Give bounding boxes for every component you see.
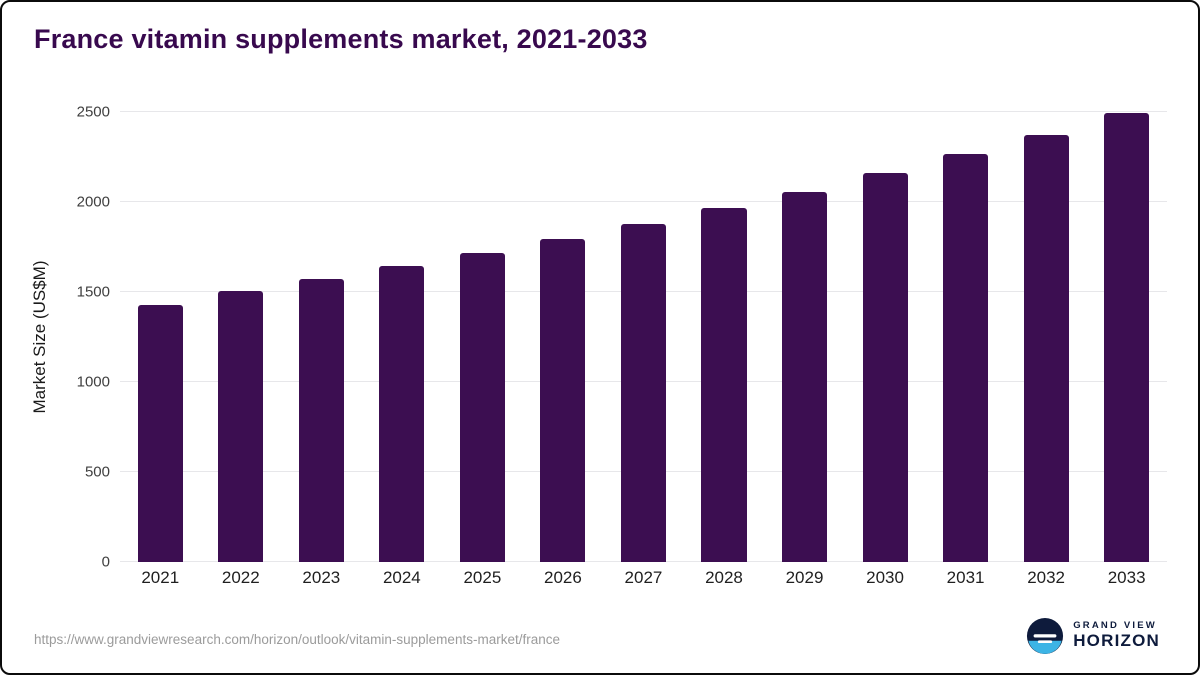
- x-tick-label-2033: 2033: [1107, 568, 1146, 587]
- bar-2025: [459, 253, 505, 562]
- bar-slot-2025: [442, 112, 523, 562]
- bar-slot-2028: [684, 112, 765, 562]
- y-tick-label-500: 500: [84, 463, 110, 481]
- bar-2032: [1023, 134, 1069, 562]
- bar-slot-2032: [1006, 112, 1087, 562]
- y-tick-label-2500: 2500: [76, 103, 110, 121]
- y-tick-label-1500: 1500: [76, 283, 110, 301]
- brand-name-top: GRAND VIEW: [1073, 620, 1157, 632]
- brand-name-bottom: HORIZON: [1073, 630, 1160, 650]
- x-tick-label-2026: 2026: [544, 568, 582, 587]
- chart-title: France vitamin supplements market, 2021-…: [34, 24, 648, 54]
- x-tick-label-2021: 2021: [141, 568, 180, 587]
- bar-2028: [701, 208, 747, 562]
- x-tick-label-2022: 2022: [221, 568, 260, 587]
- horizon-logo-icon: [1027, 617, 1064, 655]
- x-tick-label-2025: 2025: [463, 568, 502, 587]
- bar-slot-2021: [120, 112, 201, 562]
- bar-2027: [620, 223, 666, 562]
- bar-slot-2031: [925, 112, 1006, 562]
- bar-2021: [137, 304, 183, 562]
- bars: [120, 112, 1167, 562]
- bar-2033: [1104, 112, 1150, 562]
- bar-2022: [218, 291, 264, 562]
- bar-2030: [862, 173, 908, 562]
- bar-slot-2027: [603, 112, 684, 562]
- y-axis-title: Market Size (US$M): [30, 260, 49, 414]
- bar-slot-2029: [764, 112, 845, 562]
- x-tick-label-2032: 2032: [1027, 568, 1066, 587]
- bar-slot-2026: [523, 112, 604, 562]
- gridline-2500: [120, 111, 1167, 112]
- bar-slot-2030: [845, 112, 926, 562]
- gridline-2000: [120, 201, 1167, 202]
- x-tick-label-2027: 2027: [624, 568, 663, 587]
- x-labels: 2021 2022 2023 2024 2025 2026 2027 2028 2029 2030…: [120, 568, 1167, 588]
- x-tick-label-2031: 2031: [946, 568, 985, 587]
- bar-2024: [379, 265, 425, 562]
- bar-2023: [298, 279, 344, 562]
- bar-slot-2023: [281, 112, 362, 562]
- y-tick-label-2000: 2000: [76, 193, 110, 211]
- x-tick-label-2023: 2023: [302, 568, 341, 587]
- bar-2026: [540, 238, 586, 562]
- bar-slot-2033: [1086, 112, 1167, 562]
- bar-2031: [943, 154, 989, 562]
- x-tick-label-2029: 2029: [785, 568, 824, 587]
- brand-logo: GRAND VIEW HORIZON: [1026, 617, 1160, 655]
- x-tick-label-2024: 2024: [382, 568, 421, 587]
- x-tick-label-2028: 2028: [705, 568, 743, 587]
- bar-slot-2024: [362, 112, 443, 562]
- y-tick-label-1000: 1000: [76, 373, 110, 391]
- bar-2029: [781, 192, 828, 562]
- x-tick-label-2030: 2030: [866, 568, 904, 587]
- source-url: https://www.grandviewresearch.com/horizo…: [34, 632, 560, 647]
- bar-slot-2022: [201, 112, 282, 562]
- plot-area: Market Size (US$M) 0 500 1000 1500 2000 2500: [30, 104, 1167, 571]
- brand-logo-text: GRAND VIEW HORIZON: [1073, 620, 1160, 650]
- y-tick-label-0: 0: [101, 553, 110, 571]
